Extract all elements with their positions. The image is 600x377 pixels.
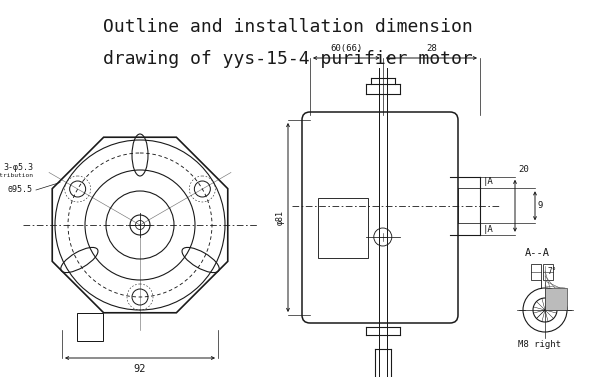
Text: Outline and installation dimension: Outline and installation dimension [103,18,473,36]
Text: |A: |A [483,225,494,234]
Text: Θ95.5: Θ95.5 [8,185,33,194]
Text: 9: 9 [538,201,544,210]
Bar [545,288,567,310]
Bar [531,264,541,280]
Text: 7°: 7° [547,268,556,276]
Text: Uniform distribution: Uniform distribution [0,173,33,178]
Text: 3-φ5.3: 3-φ5.3 [3,163,33,172]
Text: 28: 28 [426,44,437,53]
Text: A--A: A--A [524,248,550,258]
Text: 60(66): 60(66) [330,44,362,53]
Text: 20: 20 [518,165,529,174]
Text: drawing of yys-15-4 purifier motor: drawing of yys-15-4 purifier motor [103,50,473,68]
Text: |A: |A [483,177,494,186]
Bar [77,313,103,341]
Text: φ81: φ81 [276,210,285,225]
Bar [318,198,368,258]
Text: M8 right: M8 right [518,340,562,349]
Bar [543,264,553,280]
Text: 92: 92 [134,364,146,374]
